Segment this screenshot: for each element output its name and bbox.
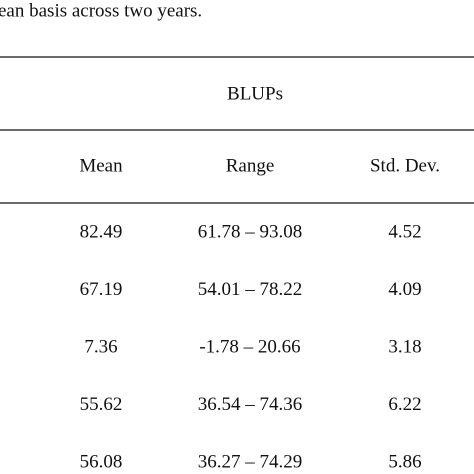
table-cell: 54.01 – 78.22 — [198, 279, 303, 300]
table-cell: 67.19 — [80, 279, 123, 300]
table-cell: 3.18 — [388, 336, 421, 357]
table-cell: -1.78 – 20.66 — [199, 336, 300, 357]
table-cell: 7.36 — [84, 336, 117, 357]
table-cell: 4.52 — [388, 221, 421, 242]
table-cell: 36.27 – 74.29 — [198, 451, 303, 472]
table-cell: 4.09 — [388, 279, 421, 300]
column-header: Mean — [79, 155, 123, 176]
table-cell: 55.62 — [80, 394, 123, 415]
column-header: Std. Dev. — [370, 155, 440, 176]
table-cell: 36.54 – 74.36 — [198, 394, 303, 415]
table-cell: 82.49 — [80, 221, 123, 242]
group-header: BLUPs — [227, 83, 283, 104]
column-header: Range — [226, 155, 275, 176]
table-cell: 61.78 – 93.08 — [198, 221, 303, 242]
table-cell: 5.86 — [388, 451, 421, 472]
table-cell: 56.08 — [80, 451, 123, 472]
caption: ean basis across two years. — [0, 0, 202, 21]
table-cell: 6.22 — [388, 394, 421, 415]
